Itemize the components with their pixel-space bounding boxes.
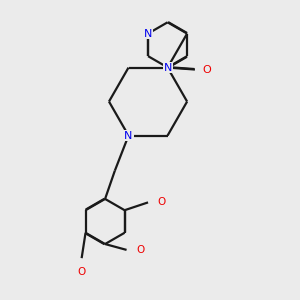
Text: O: O	[202, 64, 211, 74]
Text: N: N	[144, 28, 152, 39]
Text: N: N	[124, 130, 133, 140]
Text: O: O	[77, 267, 86, 277]
Text: N: N	[164, 63, 172, 73]
Text: O: O	[158, 197, 166, 207]
Text: O: O	[136, 245, 144, 255]
